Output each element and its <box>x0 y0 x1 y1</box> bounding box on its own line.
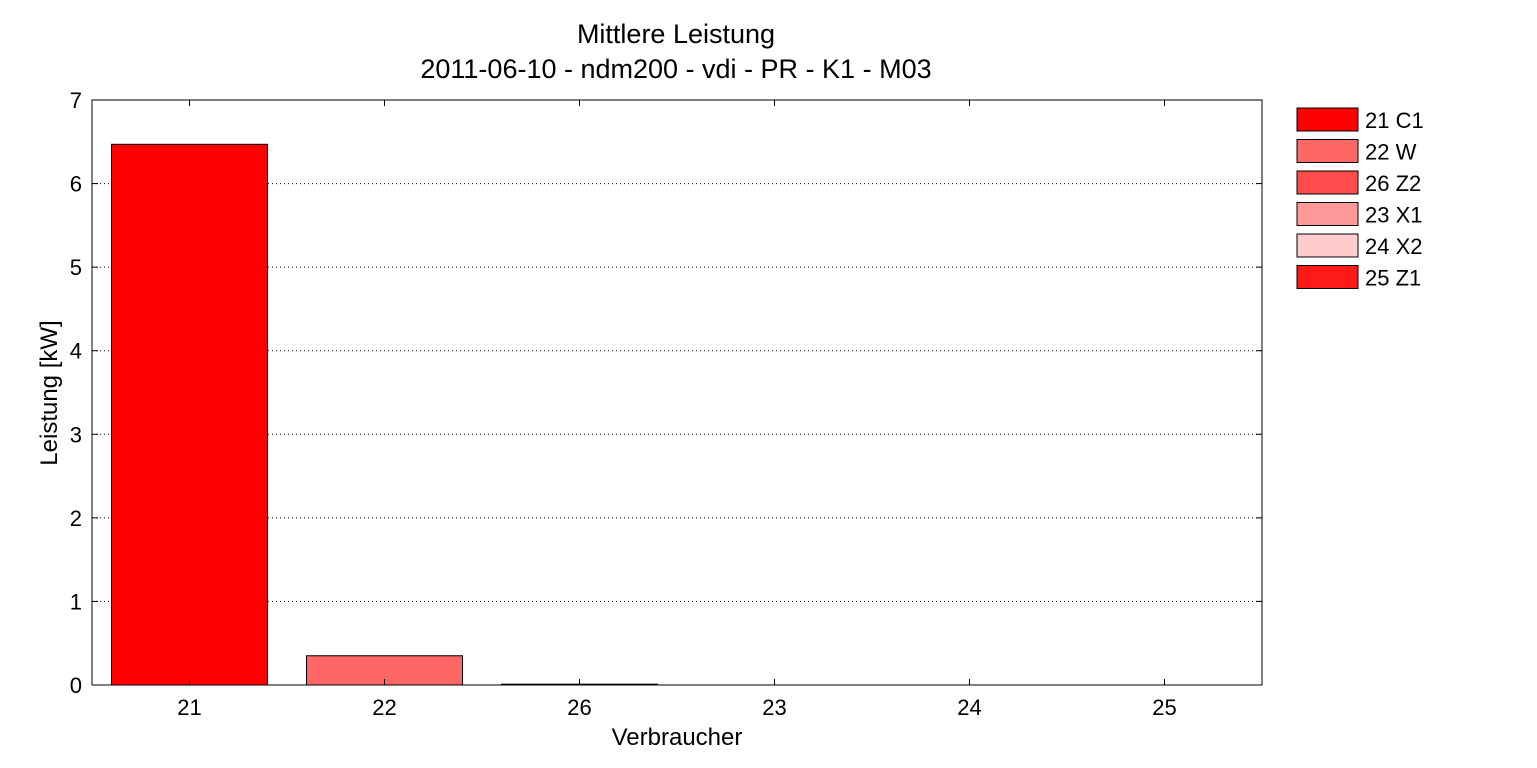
legend-swatch <box>1296 233 1359 258</box>
x-tick-label: 21 <box>177 695 201 720</box>
y-tick-label: 6 <box>70 172 82 197</box>
legend-swatch <box>1296 107 1359 132</box>
x-axis-label: Verbraucher <box>612 724 743 751</box>
x-tick-label: 25 <box>1152 695 1176 720</box>
legend-label: 25 Z1 <box>1365 266 1421 291</box>
legend-swatch <box>1296 202 1359 226</box>
x-tick-label: 23 <box>762 695 786 720</box>
legend-label: 26 Z2 <box>1365 171 1421 196</box>
x-axis: 21 22 26 23 24 25 <box>177 100 1177 720</box>
x-tick-label: 24 <box>957 695 981 720</box>
x-tick-label: 22 <box>372 695 396 720</box>
y-tick-label: 7 <box>70 88 82 113</box>
grid-lines <box>92 183 1262 602</box>
bars <box>111 143 658 686</box>
y-axis-label: Leistung [kW] <box>36 320 63 465</box>
y-tick-label: 5 <box>70 255 82 280</box>
chart-subtitle: 2011-06-10 - ndm200 - vdi - PR - K1 - M0… <box>420 54 931 84</box>
y-tick-label: 0 <box>70 673 82 698</box>
x-tick-label: 26 <box>567 695 591 720</box>
legend-label: 21 C1 <box>1365 108 1424 133</box>
legend-swatch <box>1296 170 1359 195</box>
bar-21 <box>111 143 268 686</box>
legend: 21 C1 22 W 26 Z2 23 X1 24 X2 25 Z1 <box>1296 107 1424 291</box>
chart-title: Mittlere Leistung <box>577 19 775 49</box>
legend-swatch <box>1296 139 1359 163</box>
legend-label: 24 X2 <box>1365 234 1423 259</box>
legend-label: 23 X1 <box>1365 203 1423 228</box>
y-tick-label: 4 <box>70 339 82 364</box>
plot-area-frame <box>91 99 1263 686</box>
y-tick-label: 1 <box>70 589 82 614</box>
legend-swatch <box>1296 265 1359 289</box>
y-tick-label: 3 <box>70 422 82 447</box>
legend-label: 22 W <box>1365 140 1417 165</box>
y-tick-label: 2 <box>70 506 82 531</box>
y-axis: 0 1 2 3 4 5 6 7 <box>70 88 1262 698</box>
